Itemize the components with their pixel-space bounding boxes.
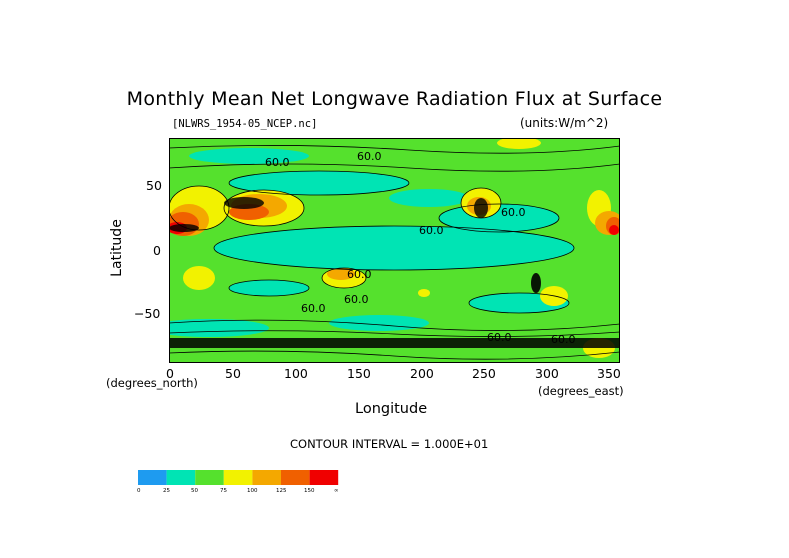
contour-lines — [169, 145, 620, 360]
colorbar-label: 0 — [137, 488, 141, 494]
colorbar-label: 25 — [163, 488, 170, 494]
x-axis-unit-right: (degrees_east) — [538, 384, 624, 398]
colorbar-swatch — [281, 470, 310, 485]
y-tick-label: 50 — [146, 178, 162, 193]
x-tick-label: 350 — [597, 366, 621, 381]
field-band-25-50 — [169, 148, 574, 337]
contour-label: 60.0 — [487, 331, 512, 344]
heatmap-plot: 60.0 60.0 60.0 60.0 60.0 60.0 60.0 60.0 … — [169, 138, 620, 363]
x-tick-label: 300 — [535, 366, 559, 381]
contour-label: 60.0 — [357, 150, 382, 163]
contour-label: 60.0 — [347, 268, 372, 281]
colorbar — [138, 470, 339, 485]
contour-label: 60.0 — [501, 206, 526, 219]
contour-clusters — [169, 197, 620, 348]
colorbar-swatch — [223, 470, 253, 485]
colorbar-swatch — [309, 470, 339, 485]
y-axis-label: Latitude — [108, 219, 125, 277]
colorbar-label: 125 — [276, 488, 287, 494]
colorbar-legend: 0 25 50 75 100 125 150 ∞ — [137, 470, 343, 494]
chart-title: Monthly Mean Net Longwave Radiation Flux… — [126, 88, 663, 110]
colorbar-swatch — [252, 470, 281, 485]
contour-label: 60.0 — [265, 156, 290, 169]
colorbar-label: 150 — [304, 488, 315, 494]
x-axis-label: Longitude — [355, 401, 428, 417]
x-tick-label: 100 — [284, 366, 308, 381]
contour-label: 60.0 — [301, 302, 326, 315]
x-tick-label: 0 — [166, 366, 174, 381]
colorbar-label: 75 — [220, 488, 227, 494]
colorbar-swatch — [166, 470, 196, 485]
y-tick-label: 0 — [153, 243, 161, 258]
dataset-filename: [NLWRS_1954-05_NCEP.nc] — [172, 118, 318, 130]
colorbar-label: 50 — [191, 488, 198, 494]
units-label: (units:W/m^2) — [520, 116, 609, 130]
x-tick-label: 250 — [472, 366, 496, 381]
x-tick-label: 200 — [410, 366, 434, 381]
contour-label: 60.0 — [551, 333, 576, 346]
contour-label: 60.0 — [344, 293, 369, 306]
colorbar-swatch — [138, 470, 167, 485]
plot-frame — [169, 138, 620, 363]
x-tick-label: 150 — [347, 366, 371, 381]
colorbar-label: ∞ — [334, 488, 339, 494]
y-tick-label: −50 — [134, 306, 161, 321]
x-tick-label: 50 — [225, 366, 241, 381]
contour-label: 60.0 — [419, 224, 444, 237]
x-axis-unit-left: (degrees_north) — [106, 376, 198, 390]
colorbar-label: 100 — [247, 488, 258, 494]
colorbar-swatch — [195, 470, 224, 485]
contour-interval: CONTOUR INTERVAL = 1.000E+01 — [290, 437, 489, 451]
